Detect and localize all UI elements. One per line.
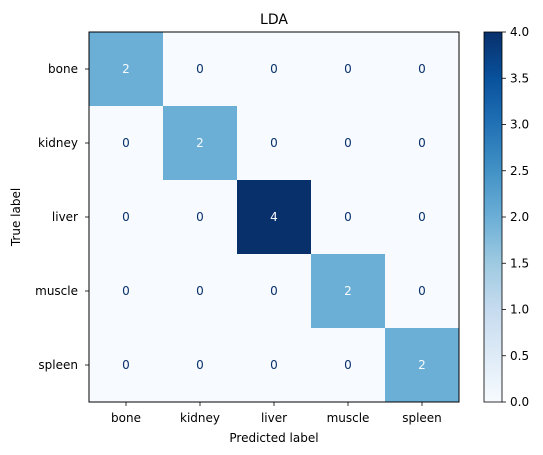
colorbar-tick-label: 1.0 xyxy=(510,303,529,317)
heatmap-cell xyxy=(385,328,460,403)
cell-value-label: 0 xyxy=(344,62,352,76)
heatmap-cell xyxy=(89,180,164,255)
heatmap-cell xyxy=(385,180,460,255)
heatmap-cell xyxy=(311,254,386,329)
cell-value-label: 2 xyxy=(344,284,352,298)
cell-value-label: 0 xyxy=(196,62,204,76)
heatmap-cell xyxy=(163,180,238,255)
heatmap-cell xyxy=(89,328,164,403)
heatmap-cell xyxy=(311,328,386,403)
y-tick-label: liver xyxy=(52,210,78,224)
cell-value-label: 0 xyxy=(344,210,352,224)
cell-value-label: 2 xyxy=(122,62,130,76)
colorbar-tick-label: 1.5 xyxy=(510,256,529,270)
cell-value-label: 4 xyxy=(270,210,278,224)
chart-title: LDA xyxy=(260,12,288,28)
heatmap-cells xyxy=(89,32,460,403)
colorbar-tick-label: 2.0 xyxy=(510,210,529,224)
cell-value-label: 0 xyxy=(122,358,130,372)
cell-value-label: 0 xyxy=(122,284,130,298)
colorbar xyxy=(483,31,503,403)
cell-value-label: 0 xyxy=(418,136,426,150)
heatmap-cell xyxy=(311,180,386,255)
colorbar-tick-label: 3.0 xyxy=(510,118,529,132)
y-tick-label: spleen xyxy=(38,358,78,372)
x-tick-label: spleen xyxy=(402,411,442,425)
y-tick-label: bone xyxy=(48,62,78,76)
colorbar-tick-label: 4.0 xyxy=(510,25,529,39)
x-axis-label: Predicted label xyxy=(229,431,318,445)
heatmap-cell xyxy=(89,106,164,181)
cell-value-label: 0 xyxy=(196,284,204,298)
x-tick-label: liver xyxy=(261,411,287,425)
heatmap-cell-labels: 2 0 0 0 0 0 2 0 0 0 0 0 4 0 0 0 0 0 2 0 0 0 0 0 2 xyxy=(122,62,426,372)
cell-value-label: 0 xyxy=(344,358,352,372)
heatmap-cell xyxy=(89,32,164,107)
colorbar-ticks: 0.0 0.5 1.0 1.5 2.0 2.5 3.0 3.5 4.0 xyxy=(502,25,529,409)
cell-value-label: 0 xyxy=(270,358,278,372)
y-tick-label: muscle xyxy=(35,284,78,298)
heatmap-cell xyxy=(163,32,238,107)
colorbar-tick-label: 0.5 xyxy=(510,349,529,363)
heatmap-cell xyxy=(237,180,312,255)
cell-value-label: 0 xyxy=(196,210,204,224)
y-axis-label: True label xyxy=(9,188,23,247)
heatmap-cell xyxy=(163,254,238,329)
heatmap-cell xyxy=(385,32,460,107)
heatmap-cell xyxy=(89,254,164,329)
cell-value-label: 0 xyxy=(418,62,426,76)
heatmap-cell xyxy=(311,32,386,107)
x-tick-label: muscle xyxy=(327,411,370,425)
colorbar-tick-label: 3.5 xyxy=(510,71,529,85)
x-tick-label: kidney xyxy=(180,411,220,425)
cell-value-label: 0 xyxy=(122,210,130,224)
x-axis-ticks: bone kidney liver muscle spleen xyxy=(111,402,442,425)
cell-value-label: 0 xyxy=(344,136,352,150)
y-axis-ticks: bone kidney liver muscle spleen xyxy=(35,62,89,372)
colorbar-tick-label: 2.5 xyxy=(510,164,529,178)
heatmap-cell xyxy=(163,106,238,181)
cell-value-label: 0 xyxy=(270,62,278,76)
cell-value-label: 0 xyxy=(122,136,130,150)
y-tick-label: kidney xyxy=(38,136,78,150)
heatmap-cell xyxy=(237,328,312,403)
cell-value-label: 0 xyxy=(418,210,426,224)
heatmap-cell xyxy=(163,328,238,403)
cell-value-label: 2 xyxy=(196,136,204,150)
heatmap-cell xyxy=(385,254,460,329)
colorbar-tick-label: 0.0 xyxy=(510,395,529,409)
heatmap-cell xyxy=(385,106,460,181)
cell-value-label: 0 xyxy=(418,284,426,298)
heatmap-cell xyxy=(237,106,312,181)
cell-value-label: 0 xyxy=(270,284,278,298)
x-tick-label: bone xyxy=(111,411,141,425)
heatmap-cell xyxy=(237,32,312,107)
heatmap-cell xyxy=(311,106,386,181)
cell-value-label: 0 xyxy=(196,358,204,372)
cell-value-label: 0 xyxy=(270,136,278,150)
cell-value-label: 2 xyxy=(418,358,426,372)
heatmap-cell xyxy=(237,254,312,329)
